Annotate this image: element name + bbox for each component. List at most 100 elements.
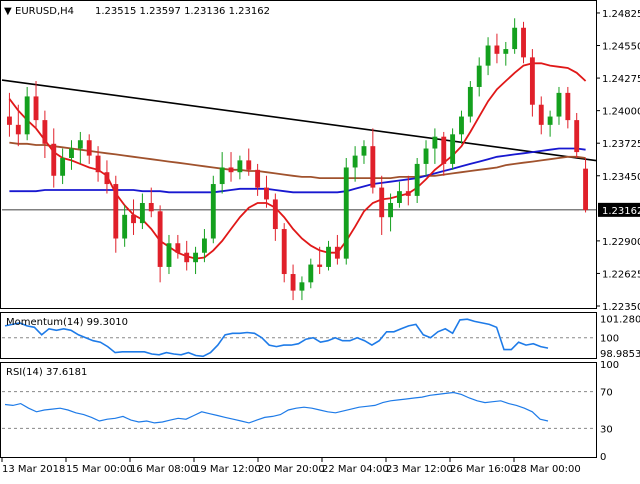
trendline (1, 79, 597, 162)
rsi-axis-label: 0 (600, 452, 606, 463)
rsi-line (4, 391, 549, 424)
candle-body (77, 140, 83, 149)
sma-slow-line (9, 141, 586, 180)
current-price-label: 1.23162 (602, 206, 640, 217)
candle-body (521, 27, 526, 58)
current-price-tag (598, 202, 640, 217)
candle-body (326, 246, 331, 267)
candle-body (388, 202, 394, 218)
candle-body (139, 202, 145, 224)
time-axis-label: 20 Mar 20:00 (258, 464, 325, 475)
candle-body (60, 158, 66, 176)
time-axis-label: 28 Mar 00:00 (514, 464, 581, 475)
candle-body (246, 160, 252, 170)
candle-body (122, 214, 128, 239)
candle-body (24, 96, 30, 135)
candle-body (272, 199, 278, 230)
candle-body (255, 169, 261, 188)
candle-body (290, 274, 296, 291)
momentum-axis-label: 98.9853 (600, 349, 640, 360)
time-axis-label: 26 Mar 16:00 (450, 464, 517, 475)
time-axis-label: 22 Mar 04:00 (322, 464, 389, 475)
candle-body (228, 167, 234, 173)
candle-body (343, 167, 349, 259)
candle-body (201, 238, 207, 253)
candle-body (210, 184, 216, 239)
candle-body (6, 116, 12, 125)
momentum-line (4, 318, 549, 358)
price-axis-label: 1.24550 (602, 42, 640, 53)
candle-body (352, 155, 358, 168)
price-axis-label: 1.23725 (602, 139, 640, 150)
candle-body (148, 202, 154, 212)
price-axis-label: 1.24275 (602, 74, 640, 85)
momentum-panel-frame (0, 312, 597, 359)
rsi-axis-label: 100 (600, 360, 619, 371)
candle-body (69, 148, 74, 158)
candle-body (131, 214, 136, 224)
candle-body (396, 191, 402, 203)
candle-body (441, 136, 447, 164)
price-axis-label: 1.24825 (602, 9, 640, 20)
candle-body (104, 172, 110, 185)
time-axis-label: 23 Mar 12:00 (386, 464, 453, 475)
candle-body (166, 243, 172, 267)
candle-body (157, 211, 163, 267)
candle-body (529, 57, 535, 105)
candle-body (317, 264, 323, 267)
candle-body (450, 134, 456, 164)
candle-body (459, 116, 464, 135)
candle-body (264, 187, 269, 200)
candle-body (467, 86, 473, 117)
candle-body (432, 136, 438, 149)
candle-body (33, 96, 39, 121)
price-axis-label: 1.22900 (602, 237, 640, 248)
candle-body (361, 146, 367, 156)
candle-body (370, 146, 376, 188)
candle-body (113, 184, 119, 239)
price-axis-label: 1.23450 (602, 172, 640, 183)
ohlc-label: 1.23515 1.23597 1.23136 1.23162 (95, 6, 270, 17)
candle-body (175, 243, 181, 253)
candle-body (565, 92, 571, 121)
candle-body (583, 168, 589, 211)
rsi-panel-frame (0, 362, 597, 458)
candle-body (15, 124, 21, 135)
momentum-axis-label: 100 (600, 334, 619, 345)
candle-body (423, 148, 429, 164)
time-axis-label: 15 Mar 00:00 (66, 464, 133, 475)
candle-body (86, 140, 92, 156)
candle-body (574, 120, 580, 153)
candle-body (237, 160, 243, 173)
time-axis-label: 16 Mar 08:00 (130, 464, 197, 475)
candle-body (503, 49, 509, 54)
price-axis-label: 1.22625 (602, 269, 640, 280)
candle-body (379, 187, 385, 218)
time-axis-label: 13 Mar 2018 (2, 464, 65, 475)
candle-body (184, 252, 190, 263)
momentum-axis-label: 101.2806 (600, 315, 640, 326)
candle-body (494, 45, 500, 54)
candle-body (485, 45, 491, 66)
candle-body (414, 163, 420, 196)
candle-body (95, 155, 101, 173)
rsi-axis-label: 70 (600, 388, 613, 399)
price-axis-label: 1.24000 (602, 107, 640, 118)
price-panel-frame (0, 0, 597, 309)
price-axis-label: 1.22350 (602, 302, 640, 313)
candle-body (51, 143, 57, 176)
rsi-axis-label: 30 (600, 424, 613, 435)
rsi-label: RSI(14) 37.6181 (6, 367, 87, 378)
candle-body (405, 191, 411, 196)
candle-body (512, 27, 518, 50)
candle-body (281, 229, 287, 275)
candle-body (219, 167, 225, 185)
candle-body (299, 282, 305, 291)
momentum-label: Momentum(14) 99.3010 (6, 317, 128, 328)
sma-mid-line (9, 147, 586, 194)
candle-body (308, 264, 314, 283)
symbol-label: EURUSD,H4 (15, 6, 74, 17)
candle-body (193, 252, 199, 263)
